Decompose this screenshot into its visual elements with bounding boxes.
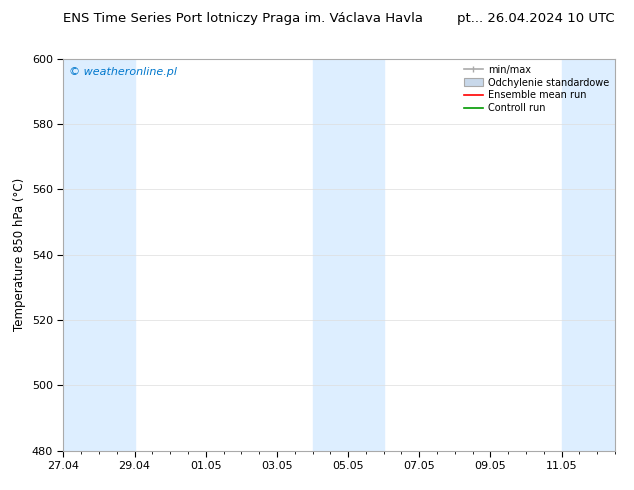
- Text: ENS Time Series Port lotniczy Praga im. Václava Havla: ENS Time Series Port lotniczy Praga im. …: [63, 12, 424, 25]
- Bar: [63, 59, 134, 451]
- Legend: min/max, Odchylenie standardowe, Ensemble mean run, Controll run: min/max, Odchylenie standardowe, Ensembl…: [460, 61, 613, 117]
- Text: © weatheronline.pl: © weatheronline.pl: [69, 67, 177, 76]
- Bar: [313, 59, 384, 451]
- Text: pt... 26.04.2024 10 UTC: pt... 26.04.2024 10 UTC: [457, 12, 615, 25]
- Bar: [562, 59, 615, 451]
- Y-axis label: Temperature 850 hPa (°C): Temperature 850 hPa (°C): [13, 178, 26, 331]
